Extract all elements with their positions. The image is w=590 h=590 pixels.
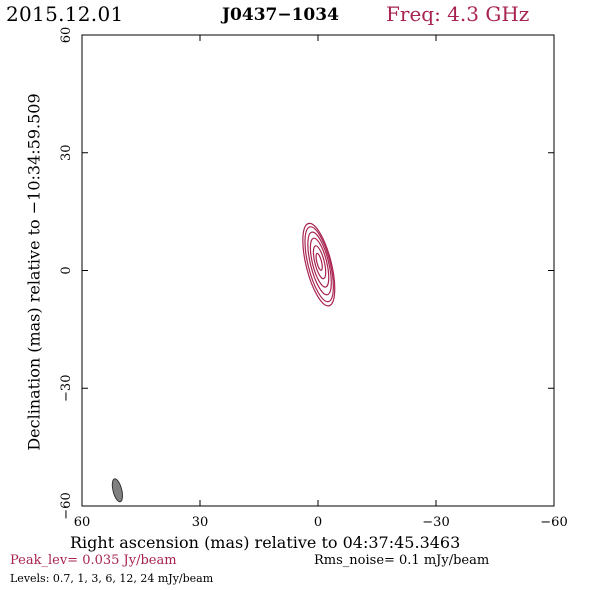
x-tick-label: 30 — [192, 515, 209, 530]
frequency-label: Freq: 4.3 GHz — [386, 2, 530, 26]
y-tick-label: −30 — [59, 375, 74, 402]
y-tick-label: 60 — [59, 27, 74, 44]
observation-date: 2015.12.01 — [6, 2, 124, 26]
x-axis-label: Right ascension (mas) relative to 04:37:… — [70, 533, 461, 552]
y-tick-label: −60 — [59, 492, 74, 519]
contour-level-3 — [307, 231, 332, 296]
x-tick-label: −60 — [540, 515, 567, 530]
plot-frame — [81, 34, 555, 507]
x-tick-label: 0 — [314, 515, 322, 530]
beam-ellipse — [111, 478, 123, 503]
contour-level-12 — [312, 245, 327, 280]
y-axis-label: Declination (mas) relative to −10:34:59.… — [24, 93, 44, 451]
y-tick-label: 0 — [59, 266, 74, 274]
x-tick-label: −30 — [422, 515, 449, 530]
peak-level-text: Peak_lev= 0.035 Jy/beam — [10, 553, 177, 568]
x-tick-label: 60 — [74, 515, 91, 530]
contour-level-0.7 — [302, 222, 336, 307]
contour-level-1 — [304, 226, 334, 303]
source-name: J0437−1034 — [222, 5, 339, 25]
contour-level-6 — [309, 237, 330, 288]
y-tick-label: 30 — [59, 144, 74, 161]
contour-levels-text: Levels: 0.7, 1, 3, 6, 12, 24 mJy/beam — [10, 572, 214, 585]
contour-level-24 — [315, 252, 323, 271]
rms-noise-text: Rms_noise= 0.1 mJy/beam — [314, 553, 490, 568]
